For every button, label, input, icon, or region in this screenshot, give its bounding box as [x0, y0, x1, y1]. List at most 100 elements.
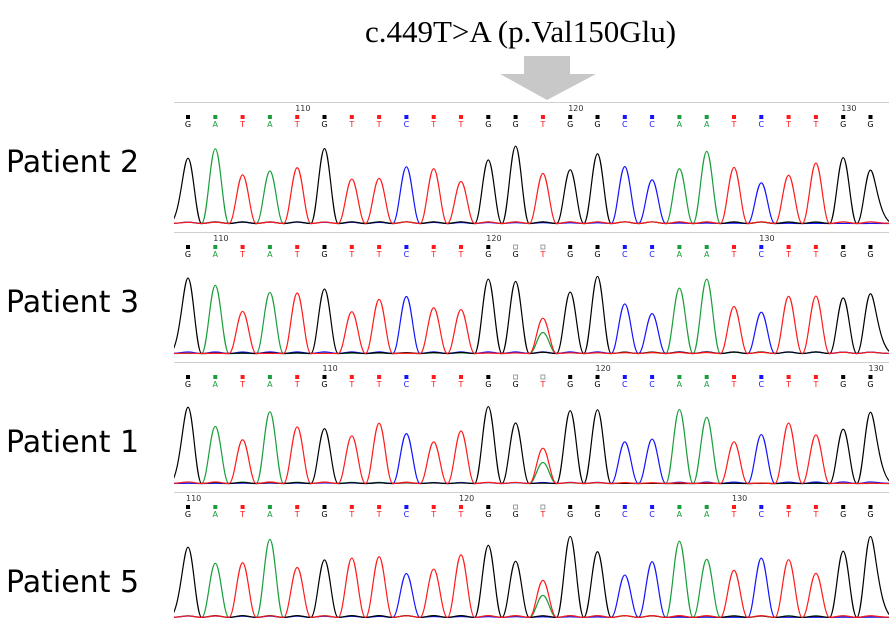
- base-call-letter: T: [348, 120, 354, 129]
- position-tick-label: 120: [568, 104, 583, 113]
- base-call-letter: T: [376, 380, 382, 389]
- base-quality-marker: [377, 505, 382, 509]
- base-quality-marker: [486, 375, 491, 379]
- panel-label-2: Patient 3: [6, 285, 140, 320]
- base-quality-marker: [404, 115, 409, 119]
- base-call-letter: T: [294, 510, 300, 519]
- base-quality-marker: [650, 245, 655, 249]
- base-call-letter: G: [594, 120, 600, 129]
- base-call-letter: T: [294, 250, 300, 259]
- trace-G: [174, 535, 889, 618]
- base-quality-marker: [295, 375, 300, 379]
- base-call-letter: T: [458, 250, 464, 259]
- base-quality-marker: [267, 505, 272, 509]
- base-quality-marker: [459, 375, 463, 379]
- base-call-letter: G: [185, 380, 191, 389]
- base-quality-marker: [868, 245, 873, 249]
- base-call-letter: G: [867, 120, 873, 129]
- base-call-letter: G: [321, 120, 327, 129]
- base-quality-marker: [377, 375, 382, 379]
- base-quality-marker: [786, 505, 791, 509]
- base-call-letter: T: [239, 250, 245, 259]
- mutation-arrow-icon: [500, 56, 596, 100]
- position-tick-label: 120: [596, 364, 611, 373]
- base-call-letter: A: [704, 120, 710, 129]
- base-quality-marker: [377, 115, 382, 119]
- trace-A: [174, 278, 889, 355]
- base-call-letter: C: [622, 380, 628, 389]
- base-quality-marker: [349, 115, 354, 119]
- panel-label-1: Patient 2: [6, 145, 140, 180]
- base-call-letter: G: [512, 250, 518, 259]
- base-call-letter: G: [185, 120, 191, 129]
- position-tick-label: 110: [295, 104, 310, 113]
- base-call-letter: A: [677, 510, 683, 519]
- base-quality-marker: [513, 244, 519, 250]
- base-call-letter: G: [485, 510, 491, 519]
- base-quality-marker: [377, 245, 382, 249]
- base-call-letter: G: [567, 510, 573, 519]
- base-quality-marker: [404, 375, 409, 379]
- base-quality-marker: [486, 505, 491, 509]
- base-call-letter: G: [840, 250, 846, 259]
- base-quality-marker: [322, 505, 327, 509]
- base-call-letter: T: [430, 380, 436, 389]
- base-quality-marker: [759, 375, 764, 379]
- base-call-letter: A: [704, 380, 710, 389]
- base-quality-marker: [786, 375, 791, 379]
- base-quality-marker: [595, 505, 600, 509]
- base-call-letter: G: [867, 510, 873, 519]
- base-quality-marker: [431, 115, 436, 119]
- base-quality-marker: [868, 115, 873, 119]
- base-quality-marker: [568, 505, 573, 509]
- panel-label-3: Patient 1: [6, 425, 140, 460]
- base-call-letter: T: [430, 120, 436, 129]
- panel-label-4: Patient 5: [6, 565, 140, 600]
- base-call-letter: T: [376, 510, 382, 519]
- base-call-letter: T: [731, 120, 737, 129]
- base-quality-marker: [677, 505, 682, 509]
- base-quality-marker: [431, 505, 436, 509]
- base-call-letter: G: [321, 380, 327, 389]
- base-call-letter: G: [185, 510, 191, 519]
- base-call-letter: T: [539, 120, 545, 129]
- base-quality-marker: [349, 245, 354, 249]
- base-call-letter: A: [267, 120, 273, 129]
- base-call-letter: G: [567, 250, 573, 259]
- base-call-letter: C: [622, 250, 628, 259]
- chromatogram-patient-3: 110 120 130 G A T A T G T T C T T G G T G G C C A A T C T T G G: [174, 232, 889, 360]
- chromatogram-patient-5: 110 120 130 G A T A T G T T C T T G G T G G C C A A T C T T G G: [174, 492, 889, 624]
- base-call-letter: C: [404, 120, 410, 129]
- base-call-letter: C: [404, 510, 410, 519]
- base-quality-marker: [568, 375, 573, 379]
- base-quality-marker: [704, 245, 709, 249]
- trace-G: [174, 406, 889, 485]
- base-quality-marker: [732, 245, 736, 249]
- base-quality-marker: [240, 245, 245, 249]
- base-quality-marker: [650, 115, 655, 119]
- base-quality-marker: [732, 115, 736, 119]
- base-quality-marker: [213, 115, 218, 119]
- position-tick-label: 110: [186, 494, 201, 503]
- base-quality-marker: [595, 115, 600, 119]
- base-call-letter: C: [649, 120, 655, 129]
- base-quality-marker: [513, 374, 519, 380]
- base-call-letter: A: [213, 120, 219, 129]
- base-quality-marker: [431, 375, 436, 379]
- base-quality-marker: [732, 375, 736, 379]
- base-call-letter: T: [430, 250, 436, 259]
- base-call-letter: C: [649, 380, 655, 389]
- base-call-letter: G: [867, 250, 873, 259]
- base-quality-marker: [295, 115, 300, 119]
- base-call-letter: T: [785, 250, 791, 259]
- base-call-letter: G: [594, 380, 600, 389]
- base-quality-marker: [267, 115, 272, 119]
- position-tick-label: 130: [759, 234, 774, 243]
- trace-A: [174, 148, 889, 225]
- base-quality-marker: [595, 375, 600, 379]
- base-call-letter: C: [404, 380, 410, 389]
- base-quality-marker: [459, 505, 463, 509]
- base-call-letter: T: [539, 380, 545, 389]
- base-call-letter: C: [759, 250, 765, 259]
- base-quality-marker: [813, 245, 818, 249]
